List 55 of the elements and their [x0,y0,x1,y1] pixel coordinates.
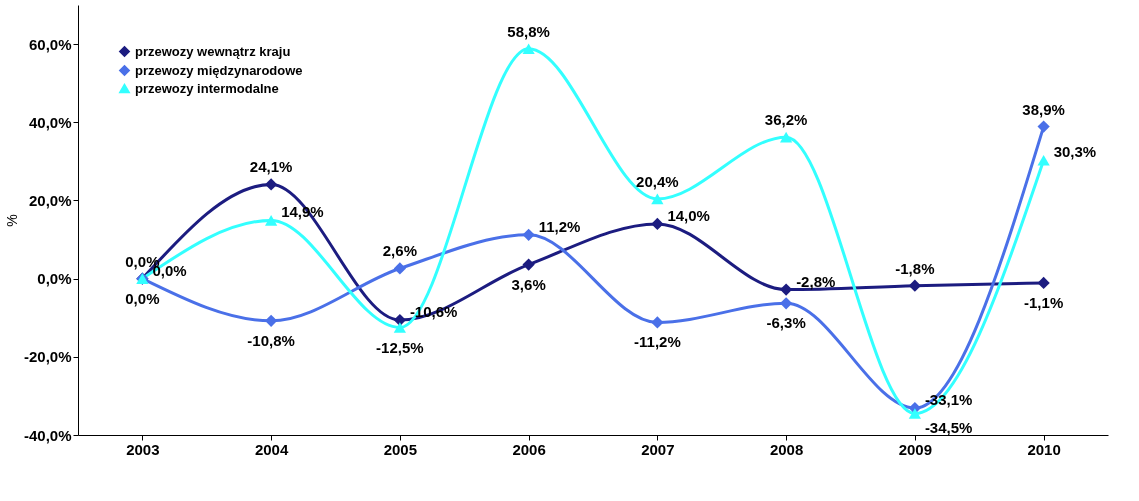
legend-label: przewozy wewnątrz kraju [135,43,291,59]
point [265,178,278,191]
point [651,193,664,205]
point [522,258,535,271]
data-label: 0,0% [125,289,160,307]
y-tick-label: 60,0% [28,35,72,53]
legend-label: przewozy międzynarodowe [135,62,303,78]
data-label: -6,3% [766,314,806,332]
data-label: -11,2% [634,333,681,351]
point [522,228,535,241]
x-tick-label: 2005 [383,440,418,458]
point [393,313,406,327]
y-tick-label: -40,0% [23,426,72,444]
y-tick-label: -20,0% [23,348,72,366]
data-label: 11,2% [538,217,581,235]
data-label: -12,5% [376,338,424,356]
y-tick-label: 20,0% [28,191,72,209]
data-label: 30,3% [1053,143,1097,161]
legend-label: przewozy intermodalne [135,80,279,96]
x-tick-label: 2008 [769,440,804,458]
y-axis-title: % [3,214,20,227]
y-tick-label: 0,0% [37,270,72,288]
point [780,131,793,143]
x-tick-label: 2006 [512,440,546,458]
data-label: 20,4% [636,172,679,190]
x-tick-label: 2004 [254,440,289,458]
data-label: 2,6% [382,242,417,260]
point [1037,154,1050,166]
point [651,316,664,329]
x-tick-label: 2003 [126,440,160,458]
data-label: -1,1% [1024,293,1064,311]
data-label: 58,8% [507,22,550,40]
data-label: 3,6% [511,275,546,293]
data-label: 24,1% [249,158,293,176]
point [1037,120,1050,133]
point [1037,276,1050,290]
y-tick-label: 40,0% [28,113,72,131]
x-tick-label: 2010 [1027,440,1061,458]
point [908,408,921,419]
data-label: 36,2% [764,111,808,129]
point [393,322,406,333]
point [651,217,664,231]
point [393,262,406,275]
data-label: -10,8% [247,331,295,349]
data-label: 14,0% [667,206,710,224]
data-label: 38,9% [1022,100,1065,118]
data-label: -34,5% [924,418,973,436]
data-label: -2,8% [796,272,836,290]
point [265,215,278,226]
x-tick-label: 2009 [898,440,933,458]
point [780,297,793,310]
point [522,43,535,55]
x-tick-label: 2007 [641,440,675,458]
data-label: -1,8% [895,259,935,277]
point [908,279,921,292]
